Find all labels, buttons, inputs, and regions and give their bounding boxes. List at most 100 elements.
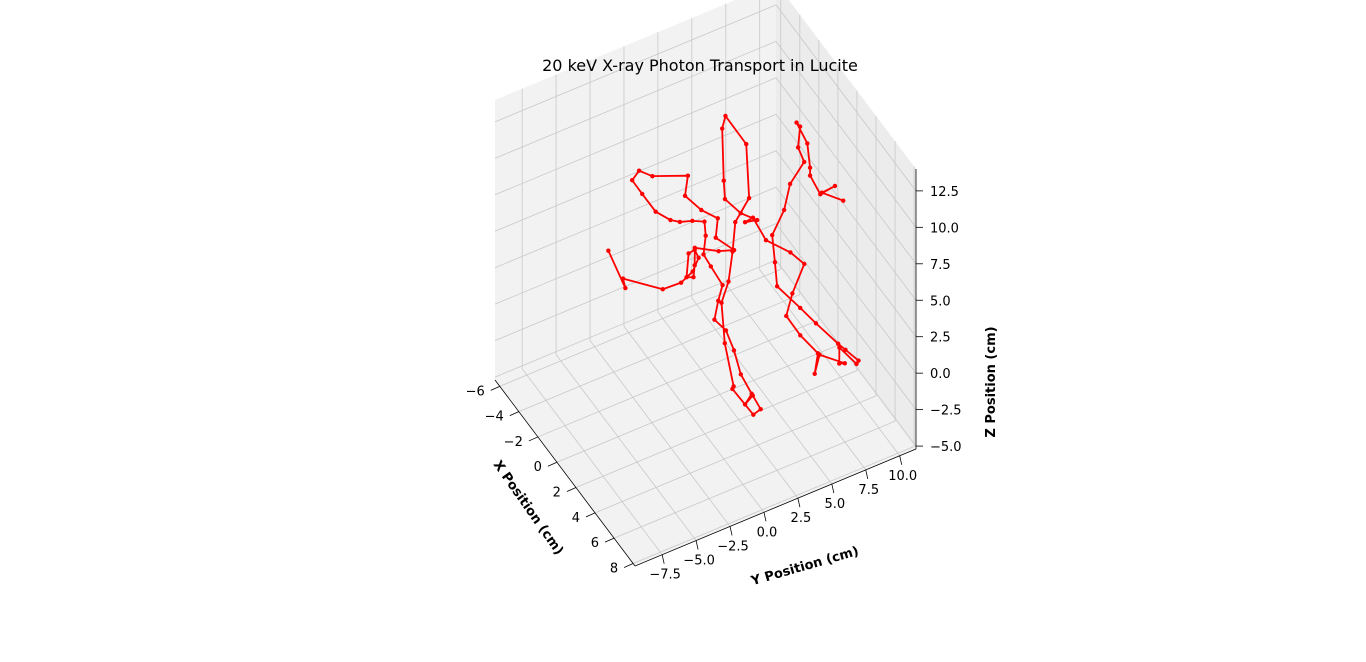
interaction-point: [798, 305, 803, 311]
back-wall-pane: [495, 0, 776, 380]
interaction-point: [629, 178, 635, 183]
interaction-point: [837, 361, 842, 366]
interaction-point: [684, 274, 689, 280]
interaction-point: [813, 321, 819, 326]
x-tick-label: 0: [534, 460, 542, 475]
interaction-point: [742, 402, 748, 407]
y-tick-label: 7.5: [858, 483, 879, 498]
interaction-point: [807, 165, 813, 170]
interaction-point: [854, 361, 859, 367]
x-tick-label: 6: [591, 536, 599, 551]
axis-lines: [490, 169, 923, 568]
interaction-point: [781, 207, 787, 213]
interaction-point: [751, 412, 756, 417]
interaction-point: [798, 333, 803, 338]
z-tick-label: 0.0: [930, 367, 951, 382]
interaction-point: [712, 317, 717, 322]
x-tick-label: −4: [485, 410, 504, 425]
z-tick-label: 7.5: [930, 258, 951, 273]
interaction-point: [819, 190, 825, 195]
x-tick-label: 8: [610, 561, 618, 576]
x-tick-label: 2: [553, 486, 561, 501]
interaction-point: [731, 384, 736, 389]
interaction-point: [678, 280, 684, 285]
interaction-point: [636, 168, 642, 173]
series-photon-path: [606, 113, 861, 417]
y-tick-mark-6: [865, 469, 869, 479]
interaction-point: [719, 300, 724, 305]
z-tick-label: −2.5: [930, 404, 962, 419]
interaction-point: [702, 219, 707, 224]
grid-line-y-0: [521, 88, 663, 555]
interaction-point: [653, 209, 658, 214]
interaction-point: [790, 291, 795, 296]
interaction-point: [842, 361, 848, 366]
grid-line-x-2: [537, 39, 820, 438]
interaction-point: [623, 285, 628, 291]
interaction-point: [691, 275, 696, 280]
grid-line-z-0: [494, 259, 917, 447]
interaction-point: [769, 232, 775, 238]
grid-line-y-5: [691, 18, 833, 485]
interaction-point: [744, 141, 749, 147]
interaction-point: [856, 358, 861, 363]
x-tick-mark-6: [604, 537, 615, 543]
interaction-point: [750, 393, 755, 398]
y-tick-label: 5.0: [824, 497, 845, 512]
grid-line-y-3: [623, 46, 765, 513]
interaction-point: [726, 279, 731, 284]
interaction-point: [620, 276, 626, 281]
y-tick-mark-3: [763, 512, 767, 522]
y-tick-mark-1: [695, 540, 699, 550]
interaction-point: [750, 215, 756, 220]
interaction-point: [794, 120, 799, 125]
grid-line-x-0: [499, 0, 782, 387]
interaction-point: [738, 372, 744, 377]
grid-line-y-7: [759, 0, 901, 457]
interaction-point: [660, 287, 665, 292]
interaction-point: [787, 181, 793, 187]
grid-line-x-7: [632, 166, 915, 564]
interaction-point: [841, 198, 846, 203]
z-tick-label: 10.0: [930, 221, 959, 236]
interaction-point: [720, 282, 725, 288]
interaction-point: [716, 248, 721, 254]
interaction-point: [650, 173, 655, 179]
interaction-point: [772, 260, 778, 265]
photon-track-line: [607, 115, 860, 416]
grid-line-x-1: [518, 14, 801, 413]
z-tick-label: 2.5: [930, 331, 951, 346]
interaction-point: [677, 219, 683, 225]
z-tick-label: 5.0: [930, 294, 951, 309]
interaction-point: [699, 207, 704, 213]
interaction-point: [742, 219, 748, 225]
grid-line-y-1: [555, 74, 697, 541]
x-tick-mark-2: [528, 436, 539, 442]
interaction-point: [812, 371, 817, 376]
interaction-point: [843, 347, 848, 352]
interaction-point: [685, 173, 691, 178]
interaction-point: [758, 406, 763, 412]
interaction-point: [817, 352, 822, 357]
z-tick-label: −5.0: [930, 440, 962, 455]
interaction-point: [832, 183, 838, 189]
y-tick-label: −7.5: [649, 568, 681, 583]
floor-pane: [495, 263, 916, 566]
grid-line-y-4: [657, 32, 799, 499]
x-axis-label: X Position (cm): [490, 458, 566, 558]
interaction-point: [690, 218, 695, 224]
grid-line-y-6: [725, 3, 867, 471]
y-tick-mark-2: [729, 526, 733, 536]
interaction-point: [795, 145, 801, 150]
interaction-point: [723, 328, 729, 333]
interaction-point: [730, 249, 735, 254]
interaction-point: [640, 191, 645, 197]
x-axis-line: [494, 379, 636, 567]
y-tick-label: 0.0: [757, 525, 778, 540]
interaction-point: [754, 217, 760, 223]
interaction-point: [701, 252, 706, 257]
grid-line-x-5: [594, 115, 877, 514]
right-wall-pane: [776, 0, 916, 449]
grid-line-z-6: [494, 40, 917, 228]
